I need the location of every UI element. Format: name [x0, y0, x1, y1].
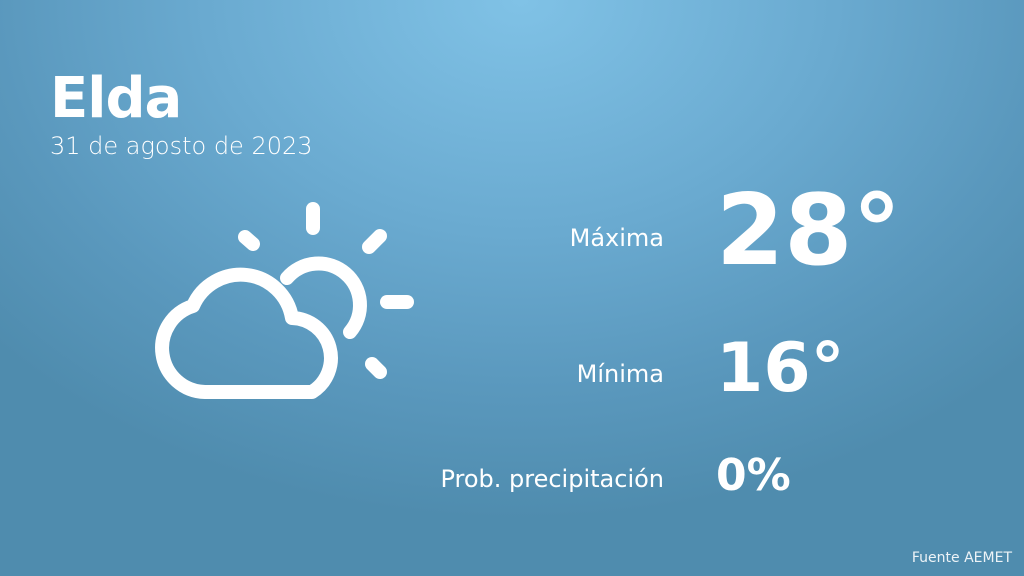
precip-probability: 0% — [716, 450, 791, 501]
min-temperature: 16° — [716, 329, 845, 408]
city-name: Elda — [50, 66, 182, 131]
forecast-date: 31 de agosto de 2023 — [50, 132, 313, 160]
precip-label: Prob. precipitación — [440, 465, 664, 493]
source-credit: Fuente AEMET — [911, 550, 1012, 566]
max-label: Máxima — [569, 224, 664, 252]
max-temperature: 28° — [716, 174, 902, 288]
min-label: Mínima — [576, 360, 664, 388]
